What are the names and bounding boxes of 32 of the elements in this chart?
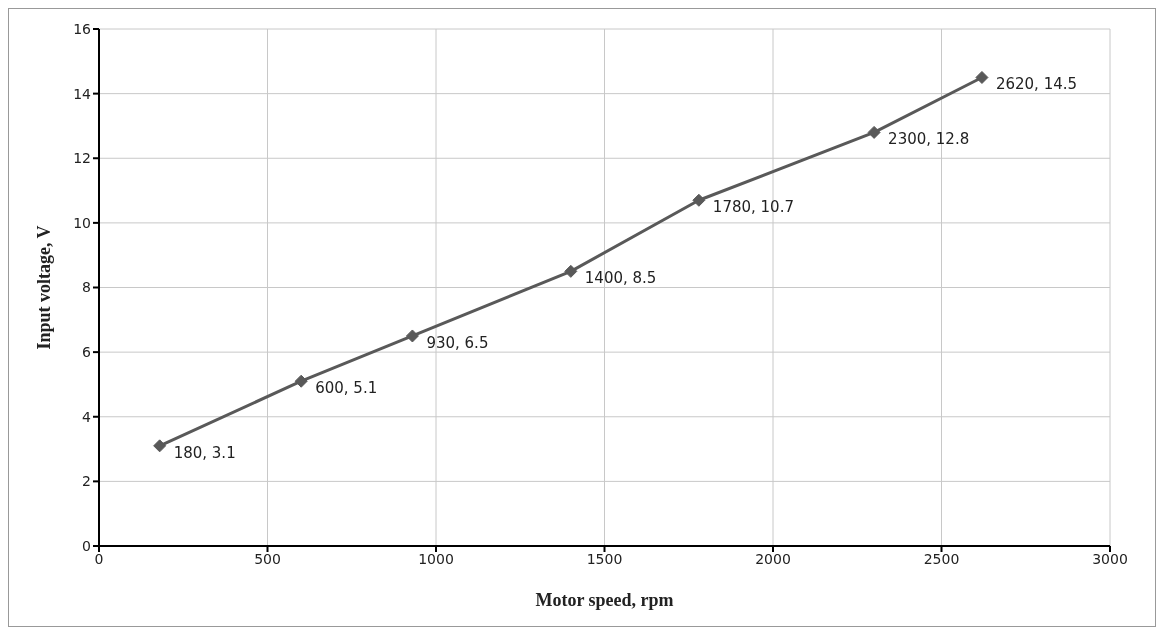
- x-tick-label: 1000: [418, 550, 454, 567]
- data-label: 1400, 8.5: [584, 269, 657, 288]
- x-tick-label: 0: [94, 550, 104, 567]
- y-tick-label: 16: [73, 20, 92, 37]
- data-label: 1780, 10.7: [712, 198, 794, 217]
- point: [975, 70, 989, 84]
- data-label: 2300, 12.8: [888, 130, 970, 149]
- y-tick-label: 0: [82, 537, 91, 554]
- point: [405, 329, 419, 343]
- data-label: 180, 3.1: [173, 443, 236, 462]
- data-label: 600, 5.1: [315, 379, 378, 398]
- point: [153, 439, 167, 453]
- x-tick-label: 2500: [923, 550, 960, 567]
- x-tick-label: 3000: [1092, 550, 1128, 567]
- y-axis-title: Input voltage, V: [34, 225, 55, 350]
- point: [294, 374, 308, 388]
- y-tick-label: 10: [73, 214, 91, 231]
- data-label: 930, 6.5: [426, 333, 489, 352]
- y-tick-label: 14: [73, 85, 92, 102]
- data-label: 2620, 14.5: [995, 75, 1078, 94]
- x-tick-label: 1500: [586, 550, 623, 567]
- y-tick-label: 12: [73, 150, 91, 167]
- y-tick-label: 2: [82, 473, 91, 490]
- point: [564, 264, 578, 278]
- point: [867, 125, 881, 139]
- y-tick-label: 8: [82, 279, 91, 296]
- x-tick-label: 500: [254, 550, 281, 567]
- x-axis-title: Motor speed, rpm: [535, 590, 674, 610]
- point: [692, 193, 706, 207]
- y-tick-label: 6: [82, 344, 92, 361]
- y-tick-label: 4: [82, 408, 92, 425]
- x-tick-label: 2000: [755, 550, 791, 567]
